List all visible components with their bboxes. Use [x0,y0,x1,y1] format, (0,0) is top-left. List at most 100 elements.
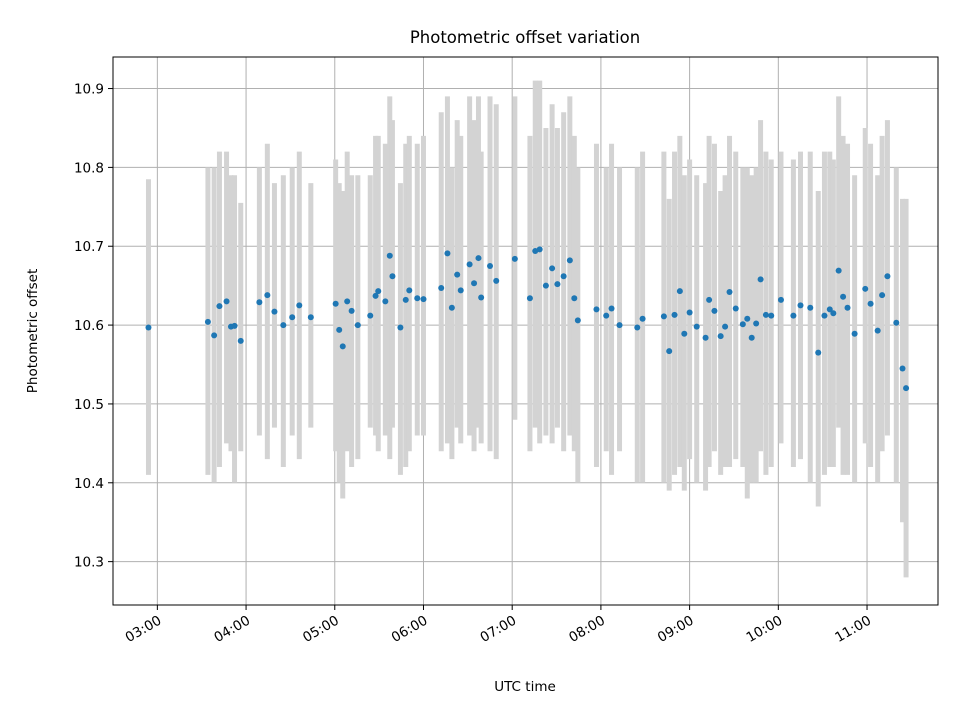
data-point [777,296,784,303]
data-point [797,302,804,309]
data-point [457,287,464,294]
y-axis-label: Photometric offset [25,269,41,393]
data-point [296,302,303,309]
data-point [706,296,713,303]
data-point [753,320,760,327]
data-point [256,299,263,306]
data-point [448,304,455,311]
data-point [536,246,543,253]
data-point [307,314,314,321]
y-tick-label: 10.9 [74,82,104,98]
data-point [844,304,851,311]
data-point [367,312,374,319]
data-point [676,288,683,295]
data-point [574,317,581,324]
data-point [348,307,355,314]
data-point [526,295,533,302]
data-point [666,348,673,355]
data-point [493,277,500,284]
data-point [487,262,494,269]
data-point [702,334,709,341]
data-point [711,307,718,314]
data-point [686,309,693,316]
data-point [344,298,351,305]
data-point [560,273,567,280]
data-point [840,293,847,300]
data-point [554,281,561,288]
data-point [608,305,615,312]
data-point [732,305,739,312]
y-axis-ticks: 10.3 10.4 10.5 10.6 10.7 10.8 10.9 [74,82,113,571]
data-point [762,311,769,318]
data-point [237,337,244,344]
data-point [336,326,343,333]
data-point [603,312,610,319]
data-point [748,334,755,341]
data-point [389,273,396,280]
data-point [386,252,393,259]
data-point [372,292,379,299]
data-point [332,300,339,307]
data-point [884,273,891,280]
data-point [660,313,667,320]
data-point [471,280,478,287]
data-point [681,330,688,337]
data-point [478,294,485,301]
data-point [382,298,389,305]
data-point [790,312,797,319]
data-point [231,322,238,329]
y-tick-label: 10.3 [74,555,104,571]
data-point [289,314,296,321]
data-point [420,296,427,303]
data-point [211,332,218,339]
data-point [893,319,900,326]
data-point [726,288,733,295]
data-point [414,295,421,302]
data-point [768,312,775,319]
data-point [874,327,881,334]
data-point [851,330,858,337]
data-point [862,285,869,292]
data-point [899,365,906,372]
data-point [216,303,223,310]
data-point [717,333,724,340]
data-point [671,311,678,318]
y-tick-label: 10.6 [74,318,104,334]
data-points [145,246,910,392]
x-axis-label: UTC time [494,679,556,695]
data-point [466,261,473,268]
y-tick-label: 10.4 [74,476,104,492]
data-point [744,315,751,322]
data-point [549,265,556,272]
data-point [693,323,700,330]
data-point [807,304,814,311]
data-point [879,292,886,299]
data-point [639,315,646,322]
data-point [511,255,518,262]
data-point [634,324,641,331]
data-point [835,267,842,274]
data-point [815,349,822,356]
data-point [903,385,910,392]
data-point [406,287,413,294]
plot-area-frame [112,56,939,606]
data-point [867,300,874,307]
y-tick-label: 10.8 [74,160,104,176]
y-tick-label: 10.7 [74,239,104,255]
data-point [354,322,361,329]
data-point [438,285,445,292]
data-point [375,288,382,295]
data-point [402,296,409,303]
data-point [264,292,271,299]
data-point [821,312,828,319]
data-point [739,321,746,328]
data-point [397,324,404,331]
data-point [223,298,230,305]
chart-title: Photometric offset variation [410,28,640,47]
data-point [593,306,600,313]
data-point [454,271,461,278]
data-point [826,306,833,313]
data-point [339,343,346,350]
data-point [145,324,152,331]
